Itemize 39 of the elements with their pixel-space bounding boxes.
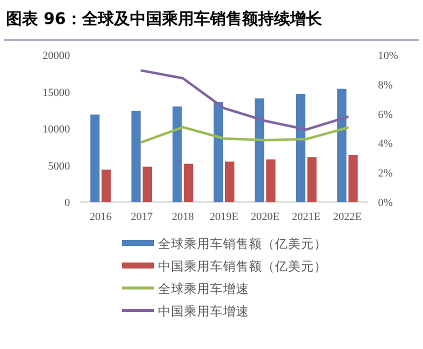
y2-tick-label: 0% [378, 197, 393, 209]
x-tick-label: 2019E [210, 211, 239, 223]
bar [348, 154, 358, 202]
x-tick-label: 2017 [130, 211, 154, 223]
y-tick-label: 5000 [48, 160, 70, 172]
bar [131, 110, 141, 202]
x-tick-label: 2016 [90, 211, 112, 223]
y2-tick-label: 2% [378, 168, 393, 180]
bar [254, 98, 264, 202]
y2-tick-label: 6% [378, 108, 393, 121]
y-tick-label: 20000 [42, 50, 70, 62]
bar [225, 162, 234, 202]
bar [184, 164, 194, 202]
y2-tick-label: 8% [378, 79, 393, 92]
bar [307, 157, 317, 202]
x-tick-label: 2018 [172, 211, 194, 223]
bar [266, 159, 276, 202]
legend-label: 中国乘用车增速 [158, 304, 249, 318]
bar [90, 114, 100, 202]
bar [142, 166, 152, 202]
x-tick-label: 2021E [292, 211, 321, 223]
legend-label: 中国乘用车销售额（亿美元） [158, 258, 327, 274]
line-series [140, 69, 349, 131]
bar [214, 102, 223, 202]
y-tick-label: 0 [64, 197, 70, 209]
bar [296, 94, 306, 202]
line-series [140, 126, 349, 144]
x-tick-label: 2022E [333, 211, 362, 223]
chart-title: 图表 96：全球及中国乘用车销售额持续增长 [6, 9, 323, 28]
x-tick-label: 2020E [250, 211, 280, 223]
bar [172, 106, 182, 202]
bar [337, 88, 346, 202]
legend-label: 全球乘用车增速 [158, 281, 249, 296]
bar [102, 170, 111, 202]
legend-label: 全球乘用车销售额（亿美元） [158, 236, 327, 251]
y-tick-label: 10000 [42, 124, 70, 136]
y-tick-label: 15000 [42, 86, 70, 99]
y2-tick-label: 10% [378, 50, 398, 62]
y2-tick-label: 4% [378, 138, 393, 150]
